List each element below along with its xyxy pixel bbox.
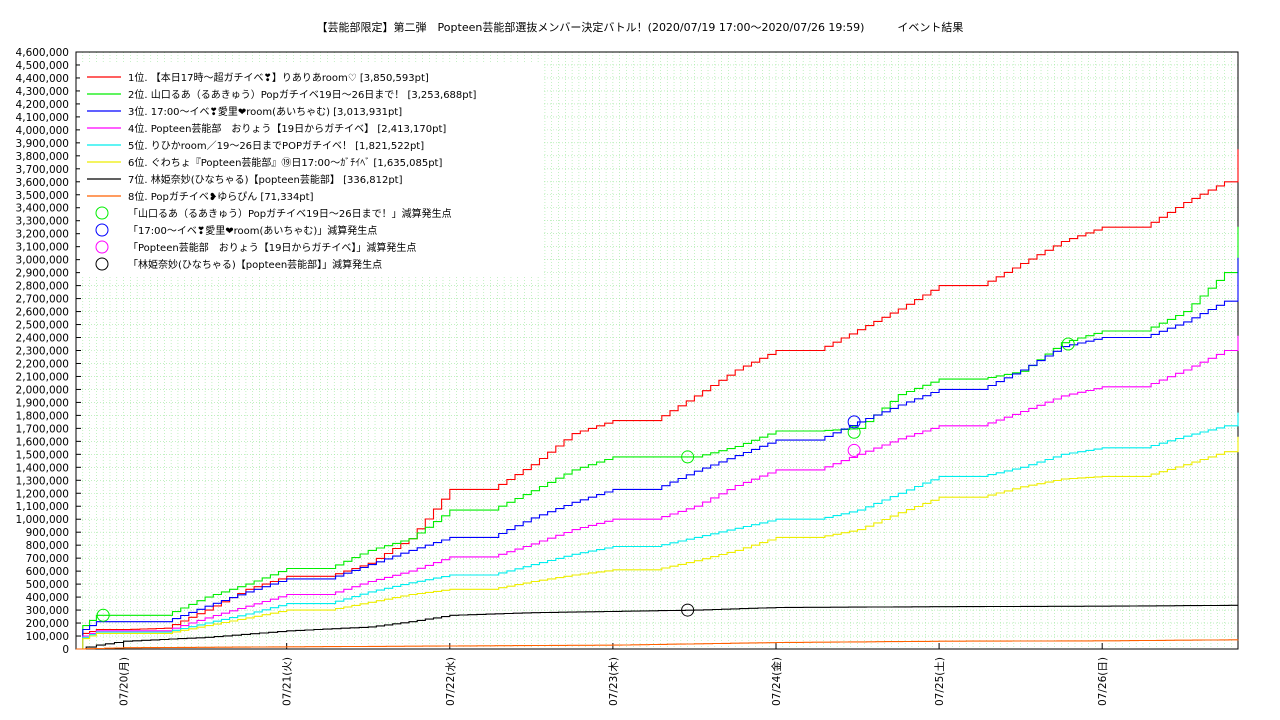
legend-marker-1 [95, 206, 109, 220]
series-line-2 [76, 226, 1239, 650]
y-tick-label: 4,200,000 [16, 99, 69, 111]
y-tick-label: 1,100,000 [16, 501, 69, 513]
y-tick-label: 1,700,000 [16, 423, 69, 435]
legend-marker-label-4: 「林姫奈妙(ひなちゃる)【popteen芸能部】」減算発生点 [128, 258, 382, 271]
legend-marker-label-1: 「山口るあ（るあきゅう）Popガチイベ19日〜26日まで！」減算発生点 [128, 207, 452, 220]
y-tick-label: 3,500,000 [16, 190, 69, 202]
y-tick-label: 4,500,000 [16, 60, 69, 72]
y-tick-label: 100,000 [26, 631, 69, 643]
series-line-1 [76, 149, 1239, 650]
y-tick-label: 4,600,000 [16, 47, 69, 59]
y-tick-label: 2,200,000 [16, 358, 69, 370]
legend-marker-2 [95, 223, 109, 237]
legend: 1位. 【本日17時〜超ガチイベ❣】りありあroom♡ [3,850,593pt… [80, 62, 544, 276]
y-tick-label: 2,900,000 [16, 268, 69, 280]
y-tick-label: 900,000 [26, 527, 69, 539]
deduction-marker-2 [847, 415, 861, 429]
y-tick-label: 3,200,000 [16, 229, 69, 241]
y-tick-label: 3,700,000 [16, 164, 69, 176]
legend-marker-3 [95, 240, 109, 254]
y-tick-label: 700,000 [26, 553, 69, 565]
x-tick-label: 07/23(木) [608, 657, 620, 706]
series-line-4 [76, 335, 1239, 650]
y-tick-label: 3,800,000 [16, 151, 69, 163]
deduction-marker-4 [681, 603, 695, 617]
deduction-marker-3 [847, 443, 861, 457]
x-tick-label: 07/26(日) [1097, 657, 1109, 706]
y-tick-label: 400,000 [26, 592, 69, 604]
y-tick-label: 1,200,000 [16, 488, 69, 500]
series-layer [76, 149, 1239, 650]
y-tick-label: 2,800,000 [16, 281, 69, 293]
chart-title: 【芸能部限定】第二弾 Popteen芸能部選抜メンバー決定バトル！(2020/0… [316, 21, 964, 34]
legend-box [80, 62, 544, 276]
y-tick-label: 1,800,000 [16, 410, 69, 422]
series-line-8 [76, 639, 1239, 650]
y-tick-label: 2,100,000 [16, 371, 69, 383]
y-tick-label: 0 [62, 644, 69, 656]
legend-marker-4 [95, 257, 109, 271]
deduction-marker-1 [96, 608, 110, 622]
y-tick-label: 1,000,000 [16, 514, 69, 526]
y-tick-label: 4,400,000 [16, 73, 69, 85]
y-tick-label: 1,400,000 [16, 462, 69, 474]
y-tick-label: 2,400,000 [16, 333, 69, 345]
y-tick-label: 300,000 [26, 605, 69, 617]
x-tick-label: 07/25(土) [933, 657, 946, 706]
legend-label-2: 2位. 山口るあ（るあきゅう）Popガチイベ19日〜26日まで！ [3,253,… [128, 88, 477, 101]
y-tick-label: 2,500,000 [16, 320, 69, 332]
legend-label-7: 7位. 林姫奈妙(ひなちゃる)【popteen芸能部】 [336,812pt] [128, 173, 403, 186]
series-line-3 [76, 257, 1239, 650]
y-tick-label: 2,600,000 [16, 307, 69, 319]
legend-marker-label-3: 「Popteen芸能部 おりょう【19日からガチイベ】」減算発生点 [128, 241, 416, 254]
y-tick-label: 3,900,000 [16, 138, 69, 150]
legend-label-6: 6位. ぐわちょ『Popteen芸能部』⑲日17:00〜ｶﾞﾁｲﾍﾞ [1,63… [128, 156, 442, 169]
y-tick-label: 3,600,000 [16, 177, 69, 189]
y-tick-label: 800,000 [26, 540, 69, 552]
y-tick-label: 3,000,000 [16, 255, 69, 267]
y-tick-label: 1,600,000 [16, 436, 69, 448]
legend-marker-label-2: 「17:00〜イベ❣愛里❤room(あいちゃむ)」減算発生点 [128, 224, 377, 237]
y-tick-label: 2,700,000 [16, 294, 69, 306]
y-tick-label: 600,000 [26, 566, 69, 578]
axis-layer: 0100,000200,000300,000400,000500,000600,… [16, 47, 1239, 706]
y-tick-label: 1,500,000 [16, 449, 69, 461]
x-tick-label: 07/21(火) [282, 657, 294, 706]
marker-layer [96, 337, 1075, 622]
y-tick-label: 3,400,000 [16, 203, 69, 215]
legend-label-4: 4位. Popteen芸能部 おりょう【19日からガチイベ】 [2,413,17… [128, 122, 446, 135]
y-tick-label: 4,300,000 [16, 86, 69, 98]
series-line-5 [76, 412, 1239, 650]
x-tick-label: 07/24(金) [770, 657, 783, 706]
y-tick-label: 2,000,000 [16, 384, 69, 396]
deduction-marker-1 [1061, 337, 1075, 351]
y-tick-label: 1,900,000 [16, 397, 69, 409]
y-tick-label: 3,300,000 [16, 216, 69, 228]
x-tick-label: 07/22(水) [445, 657, 457, 706]
y-tick-label: 500,000 [26, 579, 69, 591]
x-tick-label: 07/20(月) [119, 657, 131, 706]
deduction-marker-1 [681, 450, 695, 464]
legend-label-5: 5位. りひかroom／19〜26日までPOPガチイベ！ [1,821,522p… [128, 139, 424, 152]
legend-label-1: 1位. 【本日17時〜超ガチイベ❣】りありあroom♡ [3,850,593pt… [128, 71, 429, 84]
series-line-6 [76, 436, 1239, 650]
y-tick-label: 200,000 [26, 618, 69, 630]
y-tick-label: 4,100,000 [16, 112, 69, 124]
legend-label-3: 3位. 17:00〜イベ❣愛里❤room(あいちゃむ) [3,013,931pt… [128, 105, 402, 118]
legend-label-8: 8位. Popガチイベ❥ゆらぴん [71,334pt] [128, 190, 314, 203]
deduction-marker-1 [847, 425, 861, 439]
y-tick-label: 4,000,000 [16, 125, 69, 137]
y-tick-label: 2,300,000 [16, 346, 69, 358]
y-tick-label: 1,300,000 [16, 475, 69, 487]
y-tick-label: 3,100,000 [16, 242, 69, 254]
series-line-7 [76, 604, 1238, 650]
